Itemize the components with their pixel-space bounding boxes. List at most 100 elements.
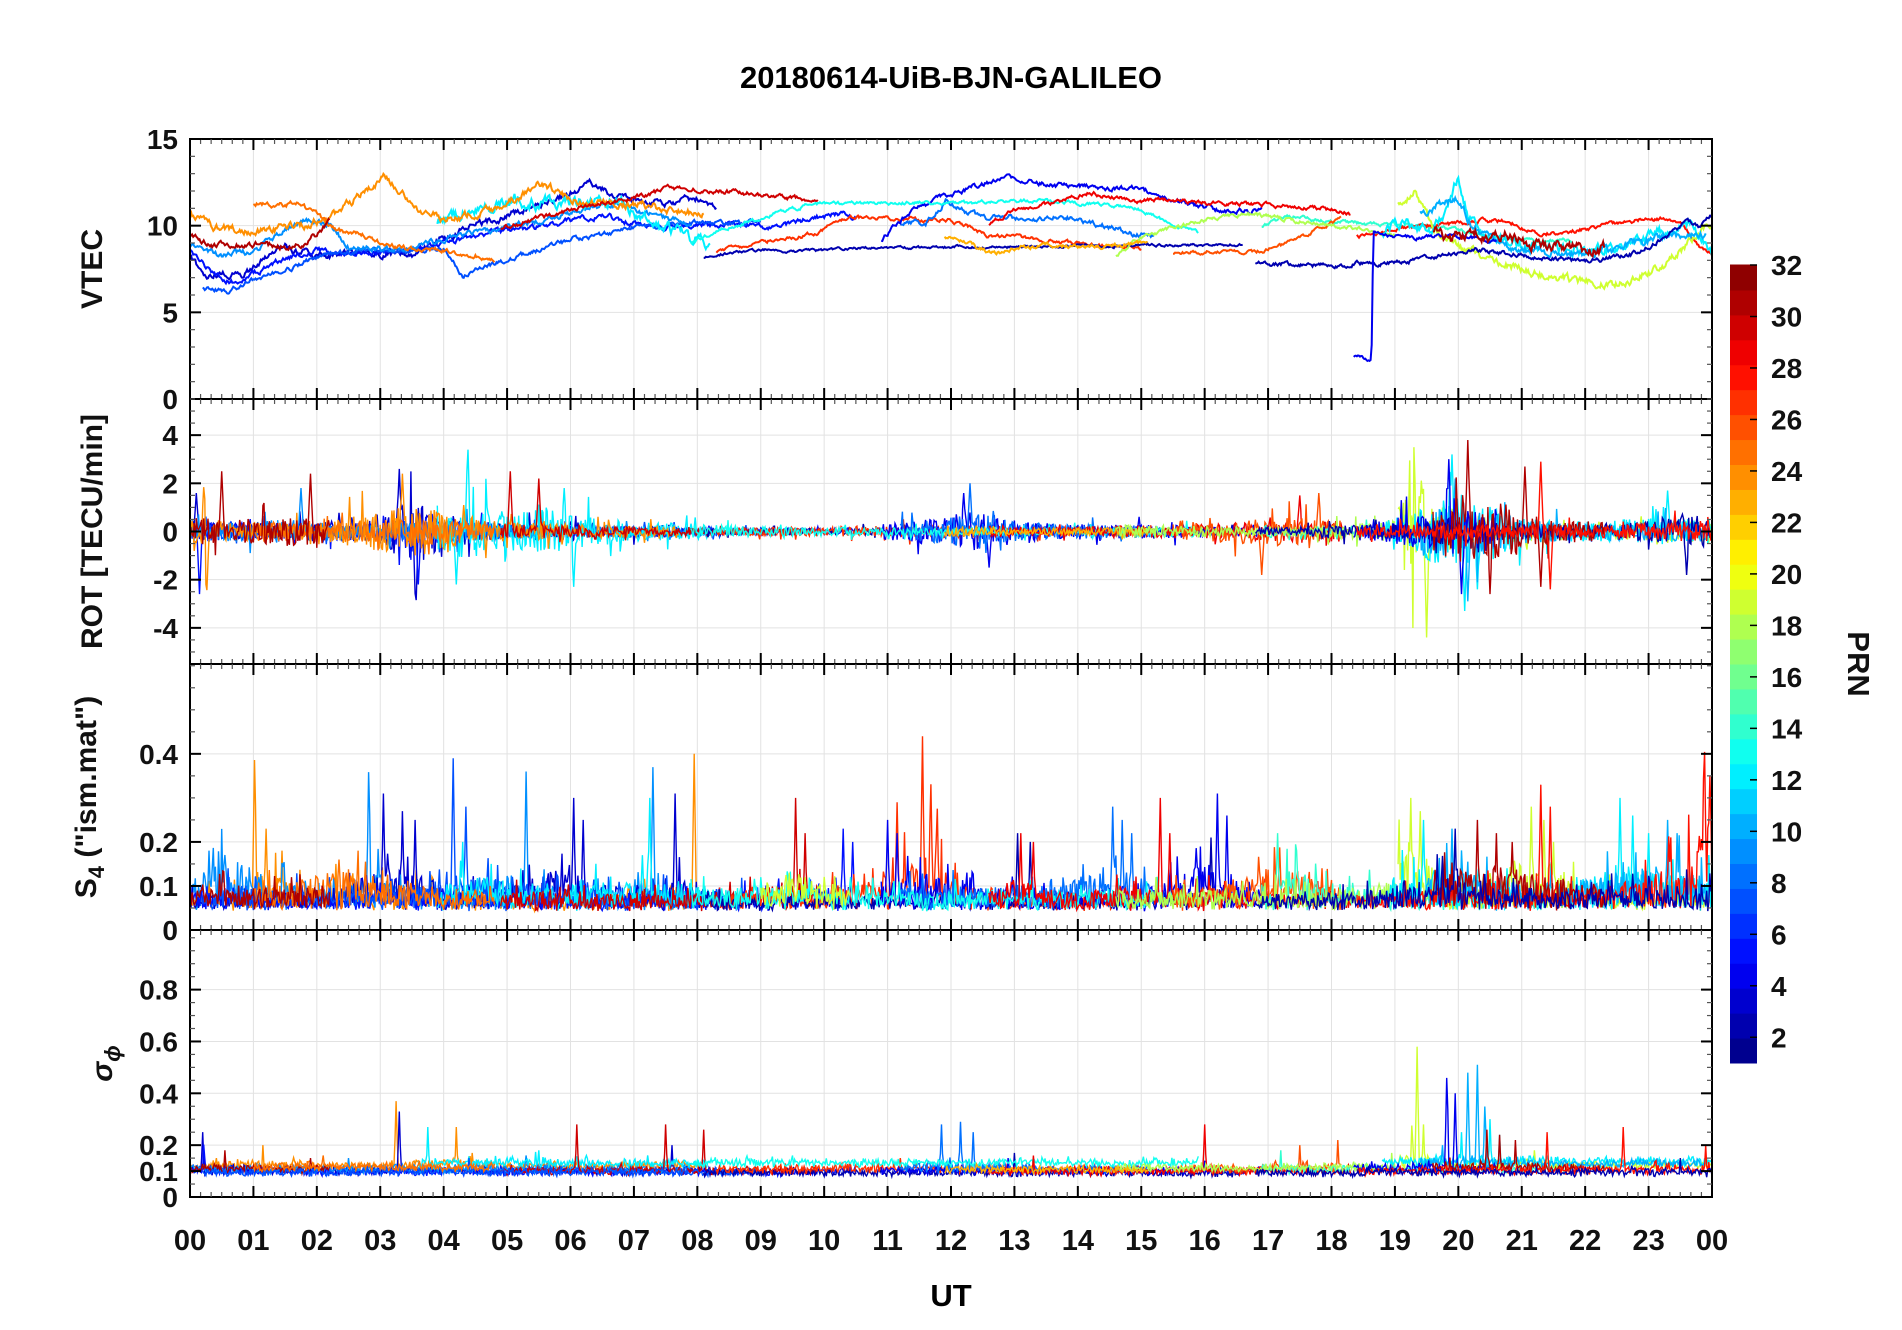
chart-title: 20180614-UiB-BJN-GALILEO [739,60,1163,95]
x-tick-label: 18 [1315,1225,1347,1257]
VTEC-ytick-label: 15 [147,124,178,155]
colorbar-tick-label: 10 [1771,816,1802,847]
VTEC-series-prn24 [190,171,705,237]
VTEC-series-prn3 [190,177,717,281]
x-tick-label: 00 [174,1225,206,1257]
ROT-series [190,439,1712,638]
colorbar-cell [1730,638,1757,665]
x-tick-label: 16 [1189,1225,1221,1257]
x-tick-label: 05 [491,1225,523,1257]
sigma_phi-series-prn27 [715,1158,1142,1176]
colorbar-tick-label: 12 [1771,765,1802,796]
VTEC-series-prn18 [1115,211,1396,258]
colorbar-cell [1730,314,1757,341]
ROT-ytick-label: 0 [162,517,178,548]
ROT-ytick-label: -4 [153,613,178,644]
sigma_phi-ytick-label: 0.8 [139,975,178,1006]
colorbar-cell [1730,289,1757,316]
VTEC-series-prn25 [252,199,496,263]
colorbar-cell [1730,887,1757,914]
panel-VTEC: 0 5 10 15 VTEC [76,124,1713,415]
x-tick-label: 04 [428,1225,460,1257]
sigma_phi-series-prn2 [1255,1158,1712,1180]
VTEC-series-prn2 [703,242,1243,259]
x-tick-label: 20 [1442,1225,1474,1257]
sigma_phi-series-prn12 [417,1126,711,1171]
colorbar-cell [1730,613,1757,640]
sigma_phi-series-prn12 [1381,1119,1712,1170]
x-tick-label: 07 [618,1225,650,1257]
gridlines [190,139,1712,399]
VTEC-series-prn31 [1432,226,1606,259]
S4-series-prn31 [1432,819,1605,911]
x-tick-label: 00 [1696,1225,1728,1257]
VTEC-series-prn31 [190,217,331,252]
VTEC-series-prn4 [1353,230,1498,363]
colorbar-cell [1730,763,1757,790]
VTEC-axis-label: VTEC [76,229,109,309]
ROT-ytick-label: 4 [162,420,178,451]
colorbar-cell [1730,688,1757,715]
VTEC-series-prn13 [690,197,1199,245]
colorbar-tick-label: 18 [1771,610,1802,641]
x-tick-label: 19 [1379,1225,1411,1257]
S4-series-prn25 [252,850,496,911]
sigma_phi-series-prn23 [944,1162,1148,1176]
x-tick-label: 11 [872,1225,903,1257]
colorbar-tick-label: 32 [1771,250,1802,281]
colorbar-cell [1730,513,1757,540]
sigma_phi-ytick-label: 0.4 [139,1078,178,1109]
VTEC-series-prn12 [1381,174,1712,260]
axes-sigma_phi [189,929,1713,1198]
sigma_phi-ytick-label: 0.1 [139,1156,178,1187]
S4-series-prn13 [690,871,1199,912]
colorbar-tick-label: 30 [1771,301,1802,332]
x-tick-label: 15 [1125,1225,1157,1257]
S4-ytick-label: 0.2 [139,827,178,858]
x-tick-label: 17 [1252,1225,1284,1257]
S4-series-prn12 [436,797,711,912]
panel-S4: 0 0.1 0.2 0.4 S4 ("ism.mat") [70,663,1713,946]
colorbar-cell [1730,987,1757,1014]
colorbar-tick-label: 4 [1771,971,1787,1002]
colorbar-tick-label: 28 [1771,353,1802,384]
VTEC-ytick-label: 5 [162,297,178,328]
colorbar-tick-label: 26 [1771,404,1802,435]
sigma_phi-series-prn18 [1115,1152,1396,1175]
colorbar-cell [1730,264,1757,291]
ROT-series-prn31 [1432,439,1605,595]
x-tick-label: 12 [935,1225,967,1257]
VTEC-ytick-label: 10 [147,211,178,242]
colorbar-cell [1730,788,1757,815]
colorbar-tick-label: 14 [1771,713,1803,744]
ROT-axis-label: ROT [TECU/min] [76,414,109,649]
x-tick-label: 02 [301,1225,333,1257]
S4-ytick-label: 0.4 [139,739,178,770]
colorbar-tick-label: 2 [1771,1022,1787,1053]
S4-ytick-label: 0 [162,915,178,946]
x-tick-label: 22 [1569,1225,1601,1257]
ROT-series-prn28 [1356,461,1712,590]
sigma_phi-series [190,1046,1712,1180]
ROT-series-prn23 [944,525,1149,540]
colorbar-cell [1730,339,1757,366]
S4-axis-label: S4 ("ism.mat") [70,696,109,898]
colorbar-cell [1730,713,1757,740]
VTEC-series-prn30 [500,183,819,230]
colorbar-cell [1730,389,1757,416]
sigma_phi-series-prn10 [1419,1064,1706,1170]
colorbar-tick-label: 20 [1771,559,1802,590]
VTEC-series-prn4 [881,173,1263,243]
VTEC-series-prn10 [1419,194,1707,260]
S4-series-prn30 [500,797,819,913]
S4-series-prn31 [190,869,331,910]
colorbar-tick-label: 6 [1771,919,1787,950]
sigma_phi-ytick-label: 0.6 [139,1026,178,1057]
S4-series-prn2 [1254,828,1712,912]
x-tick-label: 14 [1062,1225,1094,1257]
colorbar-tick-label: 16 [1771,662,1802,693]
colorbar-cell [1730,1012,1757,1039]
colorbar-cell [1730,863,1757,889]
S4-series-prn19 [760,872,851,910]
